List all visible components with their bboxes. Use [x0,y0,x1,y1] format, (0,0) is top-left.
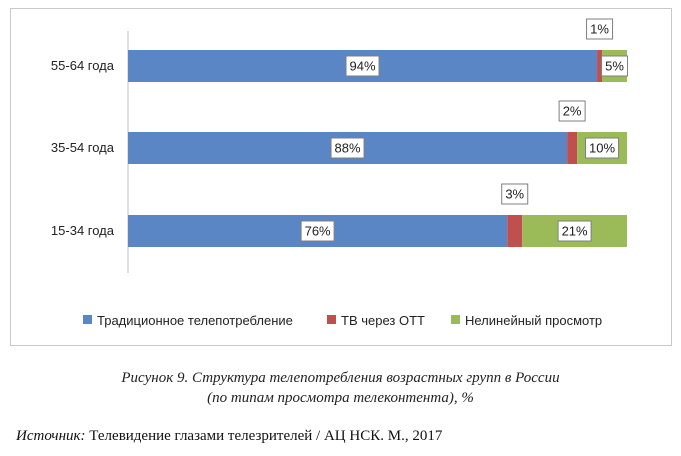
source-text: Телевидение глазами телезрителей / АЦ НС… [89,428,443,444]
legend-swatch [83,315,92,324]
data-label-box [345,55,380,77]
data-label-box [586,18,614,40]
data-label-box [601,55,629,77]
data-label: 88% [335,141,361,156]
bar-segment [597,50,603,82]
legend-label: ТВ через ОТТ [341,313,425,328]
category-label: 55-64 года [51,58,115,73]
data-label: 2% [563,104,582,119]
stacked-bar-chart: 55-64 года 94% 1% 5% 35-54 года 88% 2% 10% 15-34… [51,18,629,328]
data-label: 10% [589,141,615,156]
figure-caption-line-2: (по типам просмотра телеконтента), % [207,390,474,406]
data-label: 3% [505,187,524,202]
legend-label: Традиционное телепотребление [97,313,293,328]
bar-segment [567,132,578,164]
data-label: 94% [350,59,376,74]
data-label: 1% [590,22,609,37]
legend-label: Нелинейный просмотр [465,313,602,328]
source-note: Источник: Телевидение глазами телезрител… [16,428,442,445]
figure-caption-line-1: Рисунок 9. Структура телепотребления воз… [121,370,560,386]
data-label: 5% [605,59,624,74]
category-label: 35-54 года [51,140,115,155]
source-label: Источник: [16,428,86,444]
data-label-box [300,220,335,242]
data-label-box [557,220,592,242]
data-label-box [585,137,620,159]
data-label-box [330,137,365,159]
data-label-box [558,100,586,122]
chart-frame: 55-64 года 94% 1% 5% 35-54 года 88% 2% 10% 15-34… [10,8,672,346]
category-label: 15-34 года [51,223,115,238]
bar-segment [507,215,523,247]
legend-swatch [451,315,460,324]
data-label: 76% [305,224,331,239]
data-label: 21% [562,224,588,239]
legend-swatch [327,315,336,324]
data-label-box [501,183,529,205]
